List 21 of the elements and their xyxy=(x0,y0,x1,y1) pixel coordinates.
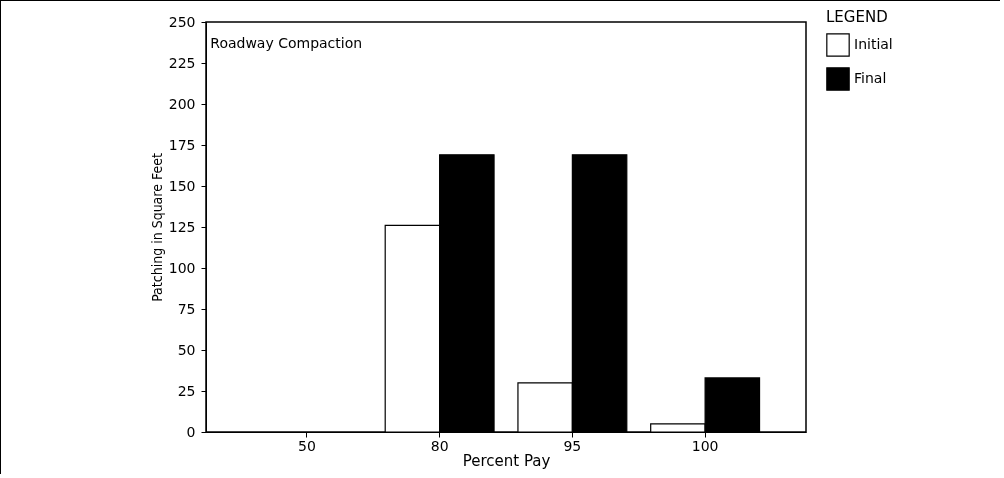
x-tick-label: 100 xyxy=(691,437,719,454)
y-tick-label: 25 xyxy=(177,382,196,399)
y-tick-label: 250 xyxy=(168,13,196,30)
y-tick-label: 125 xyxy=(168,218,196,235)
y-tick-label: 175 xyxy=(168,136,196,153)
x-tick-label: 50 xyxy=(297,437,316,454)
y-tick-label: 50 xyxy=(177,341,196,358)
y-tick-label: 100 xyxy=(168,259,196,276)
x-tick-label: 80 xyxy=(430,437,449,454)
x-tick-label: 95 xyxy=(563,437,582,454)
y-tick-label: 225 xyxy=(168,54,196,71)
legend-title: LEGEND xyxy=(826,8,888,26)
y-tick-label: 150 xyxy=(168,177,196,194)
legend-label: Final xyxy=(854,70,887,86)
y-axis-title: Patching in Square Feet xyxy=(148,153,165,302)
y-tick-label: 75 xyxy=(177,300,196,317)
legend-label: Initial xyxy=(854,36,893,52)
text: Roadway Compaction xyxy=(210,35,363,51)
y-tick-label: 200 xyxy=(168,95,196,112)
y-tick-label: 0 xyxy=(186,423,196,440)
x-axis-title: Percent Pay xyxy=(462,451,551,470)
